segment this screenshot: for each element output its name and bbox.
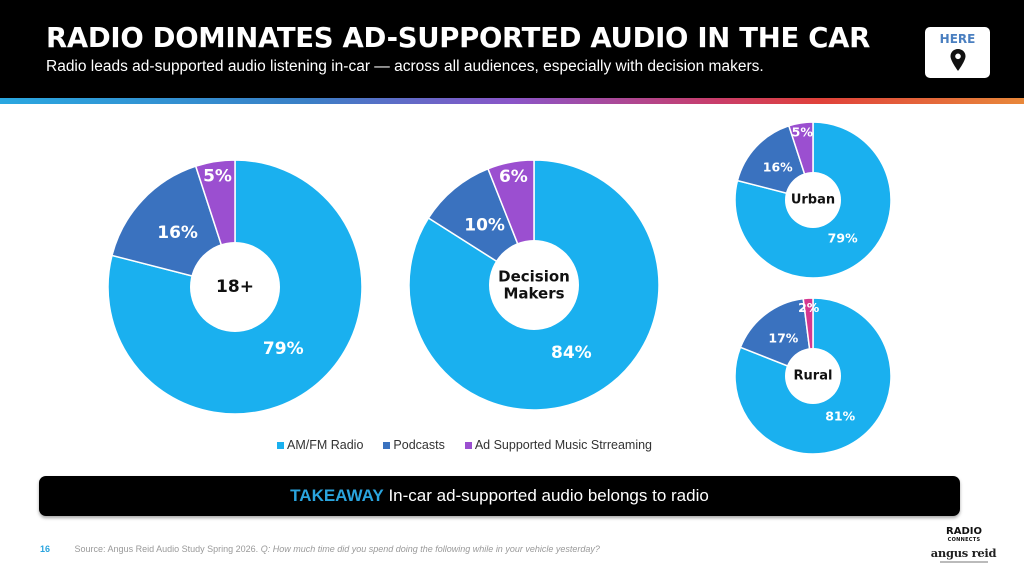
donut-center-title: Makers: [503, 285, 564, 303]
slice-label: 16%: [763, 159, 793, 174]
donut-center-title: Urban: [791, 193, 835, 208]
footer: 16 Source: Angus Reid Audio Study Spring…: [40, 544, 600, 554]
takeaway-banner: TAKEAWAY In-car ad-supported audio belon…: [39, 476, 960, 516]
chart-legend: AM/FM Radio Podcasts Ad Supported Music …: [277, 438, 652, 452]
page-title: RADIO DOMINATES AD-SUPPORTED AUDIO IN TH…: [46, 22, 870, 54]
slice-label: 16%: [157, 223, 198, 243]
donut-hole: [190, 242, 280, 332]
donut-center-title: Decision: [498, 267, 570, 285]
slice-label: 5%: [203, 167, 232, 187]
gradient-divider: [0, 98, 1024, 104]
donut-hole: [785, 172, 841, 228]
donut-center-title: 18+: [216, 277, 254, 297]
donut-hole: [489, 240, 579, 330]
slice-label: 17%: [768, 330, 798, 345]
slice-label: 79%: [828, 231, 858, 246]
radio-connects-logo: RADIO CONNECTS: [940, 527, 988, 544]
takeaway-text: In-car ad-supported audio belongs to rad…: [388, 486, 709, 505]
map-pin-icon: [950, 49, 966, 71]
angus-reid-logo: angus reid: [930, 546, 997, 560]
page-subtitle: Radio leads ad-supported audio listening…: [46, 58, 764, 75]
donut-chart-urban: 79% 16% 5% Urban: [734, 121, 892, 279]
legend-swatch-streaming: [464, 441, 472, 449]
here-badge-label: HERE: [939, 32, 976, 46]
slice-label: 10%: [464, 215, 505, 235]
header-bar: RADIO DOMINATES AD-SUPPORTED AUDIO IN TH…: [0, 0, 1024, 99]
legend-item-podcasts: Podcasts: [383, 438, 445, 452]
donut-chart-rural: 81% 17%2% Rural: [734, 297, 892, 455]
footer-source: Source: Angus Reid Audio Study Spring 20…: [74, 544, 259, 554]
legend-swatch-podcasts: [383, 441, 391, 449]
slice-label: 81%: [825, 408, 855, 423]
angus-reid-logo-tagline: [940, 561, 988, 563]
slice-label: 79%: [263, 339, 304, 359]
radio-connects-logo-bottom: CONNECTS: [947, 537, 981, 543]
donut-hole: [785, 348, 841, 404]
page-number: 16: [40, 544, 51, 554]
takeaway-label: TAKEAWAY: [290, 486, 384, 505]
legend-item-am-fm: AM/FM Radio: [277, 438, 363, 452]
legend-item-streaming: Ad Supported Music Strreaming: [464, 438, 652, 452]
here-badge: HERE: [925, 27, 990, 78]
donut-center-title: Rural: [794, 369, 833, 384]
radio-connects-logo-top: RADIO: [946, 526, 982, 537]
donut-chart-18-plus: 79% 16% 5% 18+: [107, 159, 363, 415]
legend-label: Podcasts: [393, 438, 445, 452]
legend-label: Ad Supported Music Strreaming: [474, 438, 652, 452]
slice-label: 84%: [551, 343, 592, 363]
slice-label: 5%: [792, 125, 814, 140]
legend-label: AM/FM Radio: [287, 438, 364, 452]
slice-label: 6%: [499, 167, 528, 187]
footer-question: Q: How much time did you spend doing the…: [260, 544, 600, 554]
legend-swatch-am-fm: [277, 441, 284, 449]
donut-slice-am-fm: [734, 297, 892, 455]
slice-label: 2%: [798, 300, 820, 315]
